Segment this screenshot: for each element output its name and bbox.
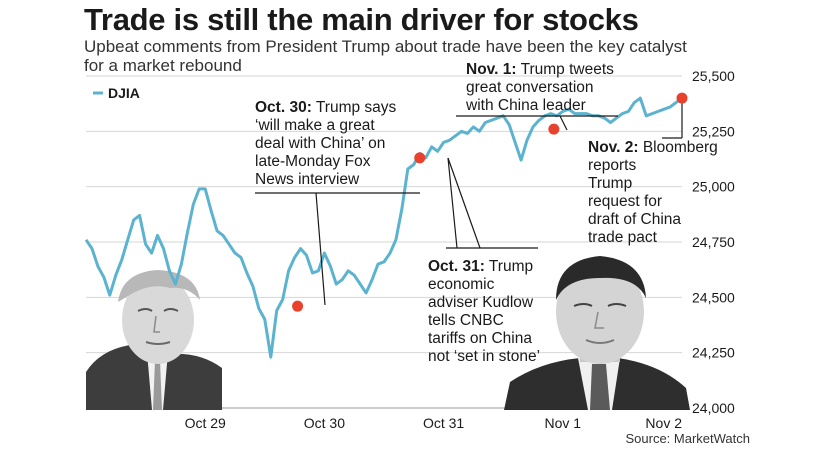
x-tick-label: Nov 2 bbox=[645, 415, 682, 431]
trump-photo bbox=[86, 270, 222, 410]
annotation-oct31-bold: Oct. 31: bbox=[428, 258, 485, 275]
annotation-line: great conversation bbox=[466, 79, 594, 96]
annotation-nov1-text: Trump tweets bbox=[521, 61, 615, 78]
annotation-line: late-Monday Fox bbox=[255, 153, 371, 170]
annotation-oct30-text: Trump says bbox=[316, 99, 397, 116]
x-tick-label: Oct 29 bbox=[185, 415, 226, 431]
annotation-nov1-bold: Nov. 1: bbox=[466, 61, 517, 78]
series-line-djia bbox=[84, 96, 683, 359]
highlight-point bbox=[676, 92, 688, 104]
highlight-points bbox=[292, 92, 688, 312]
annotation-nov2: Nov. 2: Bloomberg reports Trump request fo… bbox=[588, 139, 722, 246]
source-note: Source: MarketWatch bbox=[625, 431, 750, 446]
annotation-line: ‘will make a great bbox=[255, 117, 375, 134]
annotation-line: deal with China’ on bbox=[255, 135, 385, 152]
annotation-line: economic bbox=[428, 276, 495, 293]
y-tick-label: 25,250 bbox=[692, 123, 735, 139]
annotation-line: Trump bbox=[588, 175, 632, 192]
annotation-nov1: Nov. 1: Trump tweets great conversation w… bbox=[465, 61, 618, 114]
annotation-oct30: Oct. 30: Trump says ‘will make a great de… bbox=[255, 99, 401, 188]
y-axis: 24,000 24,250 24,500 24,750 25,000 25,250 25,5… bbox=[692, 68, 735, 416]
annotation-oct31: Oct. 31: Trump economic adviser Kudlow tel… bbox=[428, 258, 540, 365]
annotation-oct31-text: Trump bbox=[489, 258, 533, 275]
annotation-line: reports bbox=[588, 157, 636, 174]
highlight-point bbox=[548, 123, 560, 135]
annotation-line: not ‘set in stone’ bbox=[428, 348, 540, 365]
y-tick-label: 24,250 bbox=[692, 345, 735, 361]
x-tick-label: Oct 30 bbox=[304, 415, 345, 431]
y-tick-label: 25,500 bbox=[692, 68, 735, 84]
annotation-line: tariffs on China bbox=[428, 330, 532, 347]
y-tick-label: 24,500 bbox=[692, 289, 735, 305]
y-tick-label: 24,750 bbox=[692, 234, 735, 250]
chart-subtitle: Upbeat comments from President Trump abo… bbox=[84, 37, 687, 75]
highlight-point bbox=[414, 152, 426, 164]
annotation-nov2-bold: Nov. 2: bbox=[588, 139, 639, 156]
chart-title: Trade is still the main driver for stock… bbox=[84, 2, 639, 37]
x-axis: Oct 29 Oct 30 Oct 31 Nov 1 Nov 2 bbox=[185, 415, 683, 431]
highlight-point bbox=[292, 300, 304, 312]
annotations: Oct. 30: Trump says ‘will make a great de… bbox=[255, 61, 722, 365]
legend: DJIA bbox=[93, 85, 140, 101]
x-tick-label: Nov 1 bbox=[545, 415, 582, 431]
annotation-oct30-bold: Oct. 30: bbox=[255, 99, 312, 116]
y-tick-label: 24,000 bbox=[692, 400, 735, 416]
y-tick-label: 25,000 bbox=[692, 179, 735, 195]
annotation-line: adviser Kudlow bbox=[428, 294, 534, 311]
annotation-leaders bbox=[255, 102, 683, 306]
annotation-line: trade pact bbox=[588, 229, 658, 246]
annotation-line: News interview bbox=[255, 171, 360, 188]
annotation-nov2-text: Bloomberg bbox=[643, 139, 718, 156]
xi-photo bbox=[504, 256, 690, 410]
annotation-line: draft of China bbox=[588, 211, 681, 228]
legend-label: DJIA bbox=[108, 85, 140, 101]
x-tick-label: Oct 31 bbox=[423, 415, 464, 431]
annotation-line: with China leader bbox=[465, 97, 586, 114]
annotation-line: request for bbox=[588, 193, 662, 210]
annotation-line: tells CNBC bbox=[428, 312, 504, 329]
